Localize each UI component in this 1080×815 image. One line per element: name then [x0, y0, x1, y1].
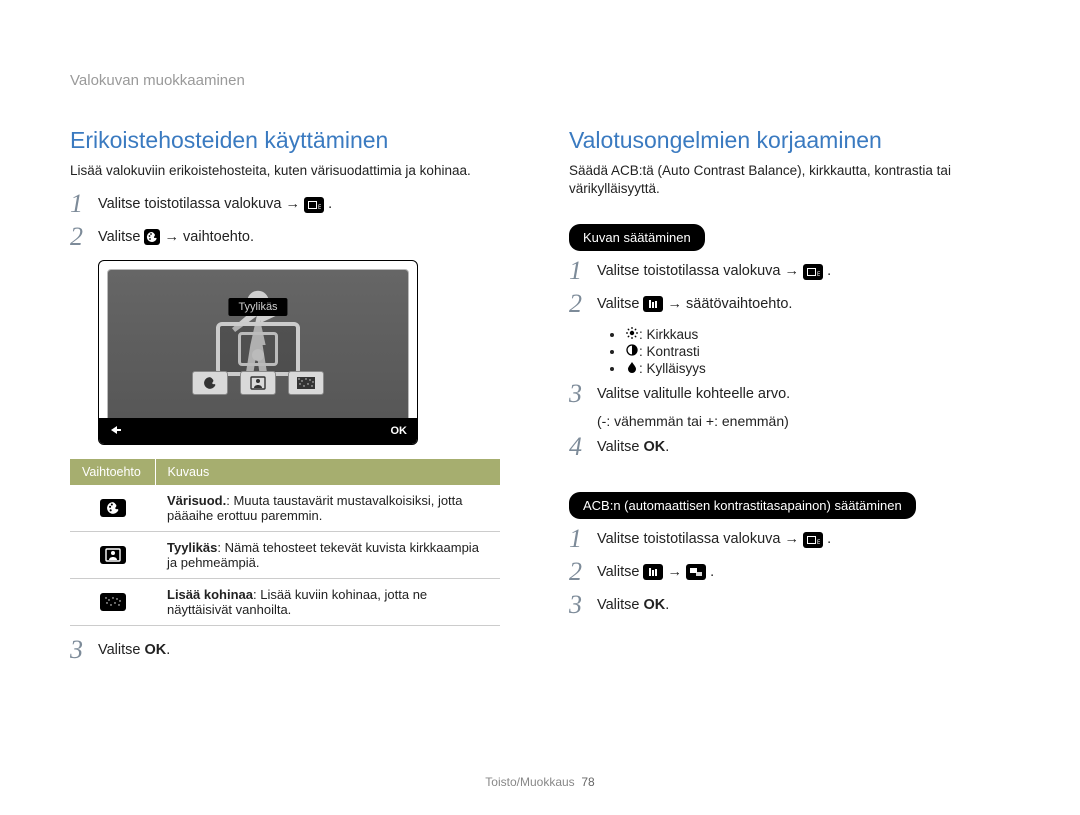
saturation-icon [625, 361, 639, 376]
noise-icon [100, 593, 126, 611]
toolbar-portrait-button[interactable] [240, 371, 276, 395]
list-item: : Kylläisyys [625, 361, 1010, 376]
step-number: 4 [569, 434, 597, 460]
step-text: Valitse [597, 439, 643, 455]
step-text-end: → vaihtoehto. [165, 229, 254, 245]
adjust-icon [643, 564, 663, 580]
r2-step-3: 3 Valitse OK. [569, 595, 1010, 618]
right-intro: Säädä ACB:tä (Auto Contrast Balance), ki… [569, 162, 1010, 198]
back-button[interactable] [109, 424, 123, 439]
r2-step-2: 2 Valitse → . [569, 562, 1010, 585]
edit-icon: E [803, 264, 823, 280]
right-column: Valotusongelmien korjaaminen Säädä ACB:t… [569, 127, 1010, 673]
left-step-1: 1 Valitse toistotilassa valokuva → E . [70, 194, 511, 217]
toolbar-noise-button[interactable] [288, 371, 324, 395]
subsection-pill-acb: ACB:n (automaattisen kontrastitasapainon… [569, 492, 916, 519]
r1-step-2: 2 Valitse → säätövaihtoehto. [569, 294, 1010, 317]
footer-page: 78 [581, 775, 594, 789]
page-footer: Toisto/Muokkaus 78 [0, 775, 1080, 789]
step-number: 1 [569, 526, 597, 552]
table-header-desc: Kuvaus [155, 459, 500, 485]
ok-label: OK [144, 642, 166, 658]
left-heading: Erikoistehosteiden käyttäminen [70, 127, 511, 154]
term: Lisää kohinaa [167, 587, 253, 602]
step-text-end: → säätövaihtoehto. [668, 296, 793, 312]
right-heading: Valotusongelmien korjaaminen [569, 127, 1010, 154]
step-text-end: . [710, 564, 714, 580]
edit-icon: E [304, 197, 324, 213]
step-number: 3 [569, 592, 597, 618]
left-intro: Lisää valokuviin erikoistehosteita, kute… [70, 162, 511, 180]
ok-button[interactable]: OK [391, 425, 408, 437]
preview-label: Tyylikäs [228, 298, 287, 316]
step-number: 2 [569, 559, 597, 585]
step-text-end: . [827, 531, 831, 547]
contrast-icon [625, 344, 639, 359]
left-step-3: 3 Valitse OK. [70, 640, 511, 663]
table-row: Värisuod.: Muuta taustavärit mustavalkoi… [70, 485, 500, 532]
step-text: Valitse toistotilassa valokuva → [597, 263, 803, 279]
table-header-option: Vaihtoehto [70, 459, 155, 485]
term: Värisuod. [167, 493, 226, 508]
footer-section: Toisto/Muokkaus [485, 775, 574, 789]
bullet-text: : Kylläisyys [639, 361, 706, 376]
bullet-text: : Kontrasti [639, 344, 700, 359]
step-number: 1 [569, 258, 597, 284]
step-number: 3 [70, 637, 98, 663]
toolbar-palette-button[interactable] [192, 371, 228, 395]
adjust-icon [643, 296, 663, 312]
step-text: Valitse toistotilassa valokuva → [597, 531, 803, 547]
step-text: Valitse [98, 642, 144, 658]
step-text-end: . [328, 196, 332, 212]
svg-text:E: E [318, 205, 321, 210]
step-text: Valitse [597, 564, 643, 580]
table-cell: Värisuod.: Muuta taustavärit mustavalkoi… [155, 485, 500, 532]
step-number: 2 [70, 224, 98, 250]
step-number: 1 [70, 191, 98, 217]
table-cell: Lisää kohinaa: Lisää kuviin kohinaa, jot… [155, 579, 500, 626]
r1-step-4: 4 Valitse OK. [569, 437, 1010, 460]
palette-icon [144, 229, 160, 245]
ok-label: OK [643, 597, 665, 613]
ok-label: OK [643, 439, 665, 455]
effect-preview: Tyylikäs [98, 260, 418, 445]
step-number: 2 [569, 291, 597, 317]
step-text: Valitse [597, 296, 643, 312]
brightness-icon [625, 327, 639, 342]
bullet-text: : Kirkkaus [639, 327, 698, 342]
subsection-pill-adjust: Kuvan säätäminen [569, 224, 705, 251]
preview-frame-icon [216, 322, 300, 376]
step-text: Valitse [597, 597, 643, 613]
r2-step-1: 1 Valitse toistotilassa valokuva → E . [569, 529, 1010, 552]
table-cell: Tyylikäs: Nämä tehosteet tekevät kuvista… [155, 532, 500, 579]
step-text: Valitse valitulle kohteelle arvo. [597, 386, 790, 402]
acb-icon [686, 564, 706, 580]
step-text: Valitse toistotilassa valokuva → [98, 196, 304, 212]
list-item: : Kirkkaus [625, 327, 1010, 342]
color-filter-icon [100, 499, 126, 517]
adjust-options-list: : Kirkkaus : Kontrasti : Kylläisyys [611, 327, 1010, 376]
svg-text:E: E [817, 272, 820, 277]
r1-step-1: 1 Valitse toistotilassa valokuva → E . [569, 261, 1010, 284]
edit-icon: E [803, 532, 823, 548]
step-subtext: (-: vähemmän tai +: enemmän) [597, 413, 1010, 429]
r1-step-3: 3 Valitse valitulle kohteelle arvo. [569, 384, 1010, 407]
options-table: Vaihtoehto Kuvaus Värisuod.: Muuta taust… [70, 459, 500, 626]
table-row: Tyylikäs: Nämä tehosteet tekevät kuvista… [70, 532, 500, 579]
step-text: Valitse [98, 229, 144, 245]
svg-text:E: E [817, 540, 820, 545]
list-item: : Kontrasti [625, 344, 1010, 359]
step-text-end: . [827, 263, 831, 279]
left-column: Erikoistehosteiden käyttäminen Lisää val… [70, 127, 511, 673]
table-row: Lisää kohinaa: Lisää kuviin kohinaa, jot… [70, 579, 500, 626]
left-step-2: 2 Valitse → vaihtoehto. [70, 227, 511, 250]
elegant-icon [100, 546, 126, 564]
term: Tyylikäs [167, 540, 217, 555]
arrow-text: → [668, 564, 687, 580]
breadcrumb: Valokuvan muokkaaminen [70, 72, 1010, 89]
step-number: 3 [569, 381, 597, 407]
